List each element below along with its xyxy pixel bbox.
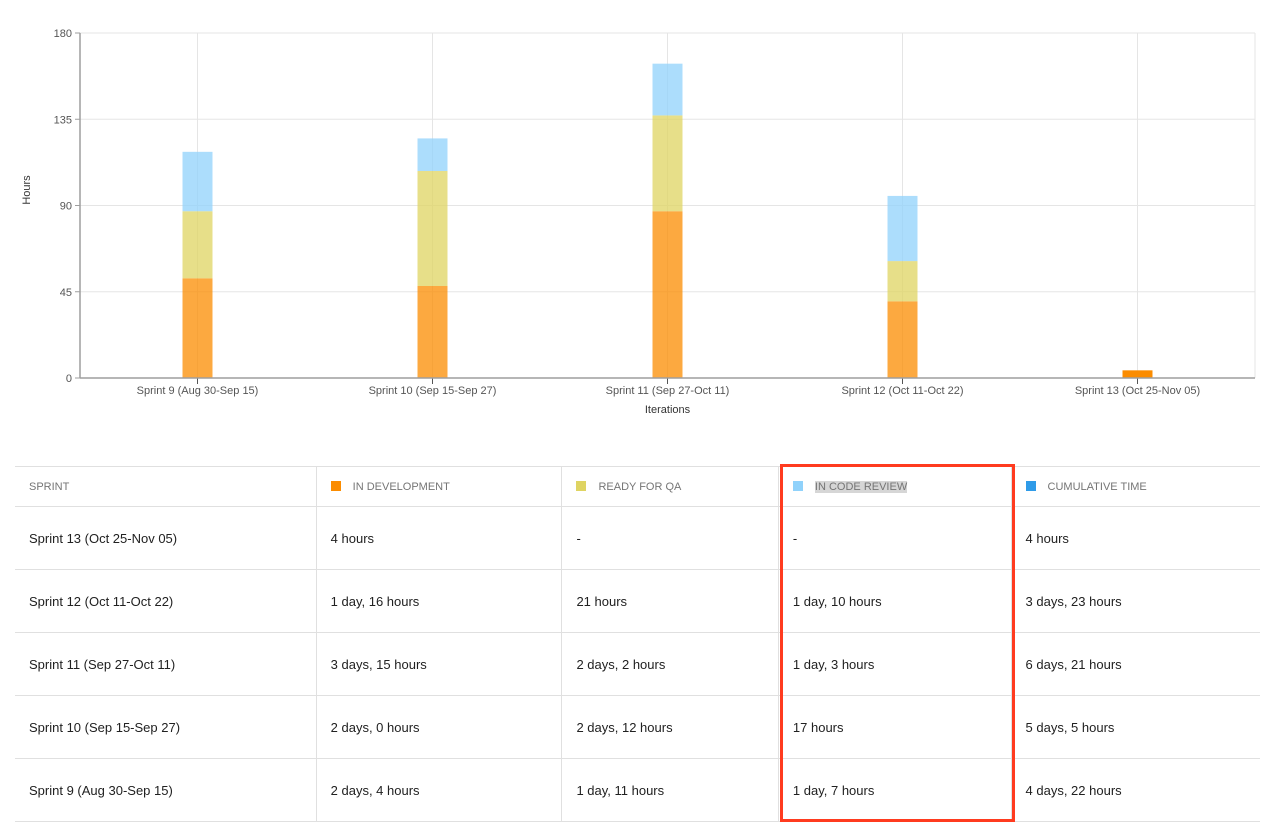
x-axis-title: Iterations: [645, 404, 691, 416]
table-row: Sprint 12 (Oct 11-Oct 22) 1 day, 16 hours…: [15, 569, 1260, 633]
y-tick-label: 135: [54, 114, 72, 126]
x-tick-label: Sprint 9 (Aug 30-Sep 15): [137, 385, 259, 397]
y-tick-label: 0: [66, 373, 72, 385]
x-tick-label: Sprint 13 (Oct 25-Nov 05): [1075, 385, 1200, 397]
table-cell: 2 days, 4 hours: [315, 758, 562, 822]
table-cell: 2 days, 12 hours: [561, 695, 779, 759]
table-cell: 3 days, 23 hours: [1010, 569, 1260, 633]
x-tick-label: Sprint 11 (Sep 27-Oct 11): [606, 385, 730, 397]
table-cell: 1 day, 11 hours: [561, 758, 779, 822]
bar-segment: [182, 151, 213, 212]
y-tick-label: 45: [60, 287, 72, 299]
bar-segment: [417, 286, 448, 378]
bar-segment: [1122, 370, 1153, 378]
column-header[interactable]: CUMULATIVE TIME: [1010, 466, 1260, 507]
table-cell: Sprint 13 (Oct 25-Nov 05): [15, 506, 317, 570]
table-cell: 21 hours: [561, 569, 779, 633]
y-tick-label: 90: [60, 201, 72, 213]
highlight-box: [780, 464, 1015, 822]
y-tick-label: 180: [54, 28, 72, 40]
table-cell: 6 days, 21 hours: [1010, 632, 1260, 696]
table-cell: Sprint 9 (Aug 30-Sep 15): [15, 758, 317, 822]
column-header[interactable]: SPRINT: [15, 466, 317, 507]
legend-swatch: [330, 480, 341, 491]
stacked-bar-chart: 0 45 90 135 180 Sprint 9 (Aug 30-Sep 15) Sprin…: [21, 28, 1256, 416]
bar-segment: [182, 211, 213, 279]
column-header[interactable]: READY FOR QA: [561, 466, 779, 507]
bar-segment: [887, 195, 918, 262]
table-cell: Sprint 12 (Oct 11-Oct 22): [15, 569, 317, 633]
column-header[interactable]: IN CODE REVIEW: [777, 466, 1012, 507]
table-cell: 1 day, 10 hours: [777, 569, 1012, 633]
table-cell: 3 days, 15 hours: [315, 632, 562, 696]
column-header-label: IN CODE REVIEW: [814, 480, 908, 493]
table-cell: Sprint 11 (Sep 27-Oct 11): [15, 632, 317, 696]
table-row: Sprint 9 (Aug 30-Sep 15) 2 days, 4 hours 1…: [15, 758, 1260, 822]
table-row: Sprint 10 (Sep 15-Sep 27) 2 days, 0 hours…: [15, 695, 1260, 759]
y-axis-title: Hours: [21, 175, 33, 205]
table-row: Sprint 11 (Sep 27-Oct 11) 3 days, 15 hour…: [15, 632, 1260, 696]
column-header-label: CUMULATIVE TIME: [1047, 480, 1147, 493]
table-cell: 2 days, 2 hours: [561, 632, 779, 696]
table-cell: -: [777, 506, 1012, 570]
table-cell: 4 hours: [315, 506, 562, 570]
bar-segment: [182, 278, 213, 378]
table-cell: 1 day, 7 hours: [777, 758, 1012, 822]
column-header[interactable]: IN DEVELOPMENT: [315, 466, 562, 507]
table-cell: 4 hours: [1010, 506, 1260, 570]
bar-segment: [417, 171, 448, 286]
bar-segment: [887, 301, 918, 378]
table-row: Sprint 13 (Oct 25-Nov 05) 4 hours - -4 hour…: [15, 506, 1260, 570]
bar-segment: [652, 211, 683, 378]
table-cell: -: [561, 506, 779, 570]
x-tick-label: Sprint 12 (Oct 11-Oct 22): [841, 385, 963, 397]
table-cell: Sprint 10 (Sep 15-Sep 27): [15, 695, 317, 759]
legend-swatch: [1025, 480, 1036, 491]
bar-segment: [887, 261, 918, 302]
column-header-label: SPRINT: [29, 480, 70, 493]
bar-segment: [652, 115, 683, 212]
table-cell: 1 day, 16 hours: [315, 569, 562, 633]
table-cell: 5 days, 5 hours: [1010, 695, 1260, 759]
table-cell: 4 days, 22 hours: [1010, 758, 1260, 822]
table-cell: 2 days, 0 hours: [315, 695, 562, 759]
column-header-label: READY FOR QA: [598, 480, 682, 493]
x-tick-label: Sprint 10 (Sep 15-Sep 27): [369, 385, 497, 397]
bar-segment: [417, 138, 448, 171]
bar-segment: [652, 63, 683, 116]
column-header-label: IN DEVELOPMENT: [352, 480, 450, 493]
sprint-table: SPRINT IN DEVELOPMENT READY FOR QA IN CODE …: [15, 466, 1260, 822]
legend-swatch: [576, 480, 587, 491]
legend-swatch: [792, 480, 803, 491]
